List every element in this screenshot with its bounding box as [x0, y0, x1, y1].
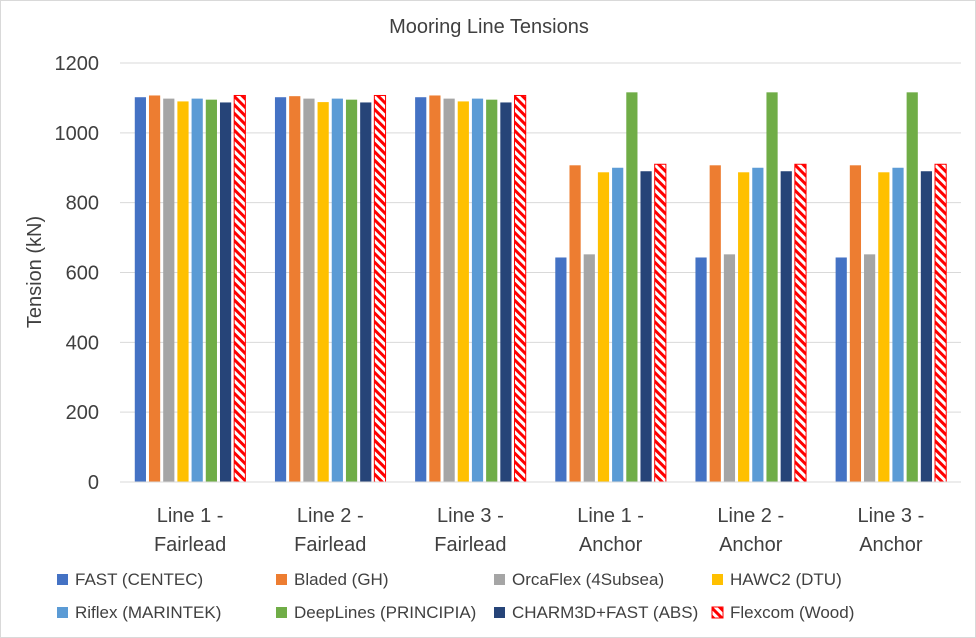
y-axis-ticks: 0 200 400 600 800 1000 1200: [55, 53, 100, 494]
x-tick-label: Anchor: [579, 534, 643, 556]
bar: [471, 98, 484, 483]
legend-label: FAST (CENTEC): [75, 570, 203, 589]
bar: [317, 102, 329, 483]
legend-swatch: [57, 574, 68, 585]
legend-swatch: [711, 606, 724, 619]
y-axis-label: Tension (kN): [24, 216, 46, 328]
bar: [934, 163, 947, 483]
bar: [486, 99, 498, 482]
bar: [303, 98, 315, 483]
bar: [612, 167, 624, 482]
chart-title: Mooring Line Tensions: [389, 16, 589, 38]
bar: [597, 172, 610, 482]
x-tick-label: Line 1 -: [157, 505, 224, 527]
bar: [219, 102, 232, 482]
bar: [443, 98, 455, 483]
bar: [148, 95, 161, 482]
bar: [878, 172, 890, 482]
bar: [331, 98, 343, 483]
y-tick-label: 1200: [55, 53, 100, 75]
legend-label: CHARM3D+FAST (ABS): [512, 603, 698, 622]
x-tick-label: Fairlead: [294, 534, 366, 556]
bar: [233, 94, 246, 483]
x-tick-label: Line 3 -: [858, 505, 925, 527]
bar: [709, 165, 721, 482]
bar: [906, 92, 918, 482]
bar: [583, 254, 595, 482]
y-tick-label: 1000: [55, 123, 100, 145]
bar: [274, 97, 287, 483]
bar: [752, 167, 764, 482]
bar: [345, 99, 358, 482]
x-tick-label: Anchor: [719, 534, 783, 556]
legend-swatch: [57, 607, 68, 618]
legend-label: Flexcom (Wood): [730, 603, 854, 622]
legend: FAST (CENTEC) Bladed (GH) OrcaFlex (4Subse…: [57, 570, 854, 622]
bar: [892, 167, 904, 482]
legend-swatch: [494, 607, 505, 618]
bar: [415, 97, 427, 483]
bar: [654, 163, 667, 483]
bar: [723, 254, 736, 482]
legend-label: HAWC2 (DTU): [730, 570, 842, 589]
bar: [849, 165, 862, 482]
legend-label: Riflex (MARINTEK): [75, 603, 221, 622]
x-tick-label: Fairlead: [434, 534, 506, 556]
x-tick-label: Line 2 -: [297, 505, 364, 527]
bar: [429, 95, 441, 482]
bars: [134, 92, 947, 483]
bar: [864, 254, 876, 482]
legend-swatch: [276, 574, 287, 585]
bar: [794, 163, 807, 483]
x-tick-label: Line 1 -: [577, 505, 644, 527]
bar: [360, 102, 372, 482]
bar: [555, 257, 567, 482]
bar: [626, 92, 638, 482]
legend-swatch: [276, 607, 287, 618]
bar: [457, 101, 469, 483]
y-tick-label: 400: [66, 332, 99, 354]
y-tick-label: 200: [66, 402, 99, 424]
bar: [640, 171, 652, 482]
legend-label: Bladed (GH): [294, 570, 388, 589]
bar: [569, 165, 581, 482]
bar: [766, 92, 778, 482]
bar: [738, 172, 750, 482]
bar: [514, 94, 527, 483]
y-tick-label: 0: [88, 472, 99, 494]
bar: [780, 171, 792, 482]
legend-swatch: [494, 574, 505, 585]
x-tick-label: Fairlead: [154, 534, 226, 556]
bar: [695, 257, 707, 482]
bar: [500, 102, 512, 482]
x-tick-label: Anchor: [859, 534, 923, 556]
bar: [920, 171, 933, 482]
gridlines: [120, 62, 961, 413]
bar: [177, 101, 189, 483]
bar: [134, 97, 146, 483]
y-tick-label: 600: [66, 263, 99, 285]
bar: [289, 96, 301, 482]
x-axis-categories: Line 1 - Fairlead Line 2 - Fairlead Line 3 -…: [154, 505, 924, 556]
y-tick-label: 800: [66, 193, 99, 215]
legend-label: DeepLines (PRINCIPIA): [294, 603, 476, 622]
bar: [373, 94, 387, 483]
legend-label: OrcaFlex (4Subsea): [512, 570, 664, 589]
bar: [835, 257, 847, 482]
legend-swatch: [712, 574, 723, 585]
x-tick-label: Line 3 -: [437, 505, 504, 527]
bar: [191, 98, 203, 483]
bar: [205, 99, 217, 482]
x-tick-label: Line 2 -: [717, 505, 784, 527]
bar: [163, 98, 175, 483]
